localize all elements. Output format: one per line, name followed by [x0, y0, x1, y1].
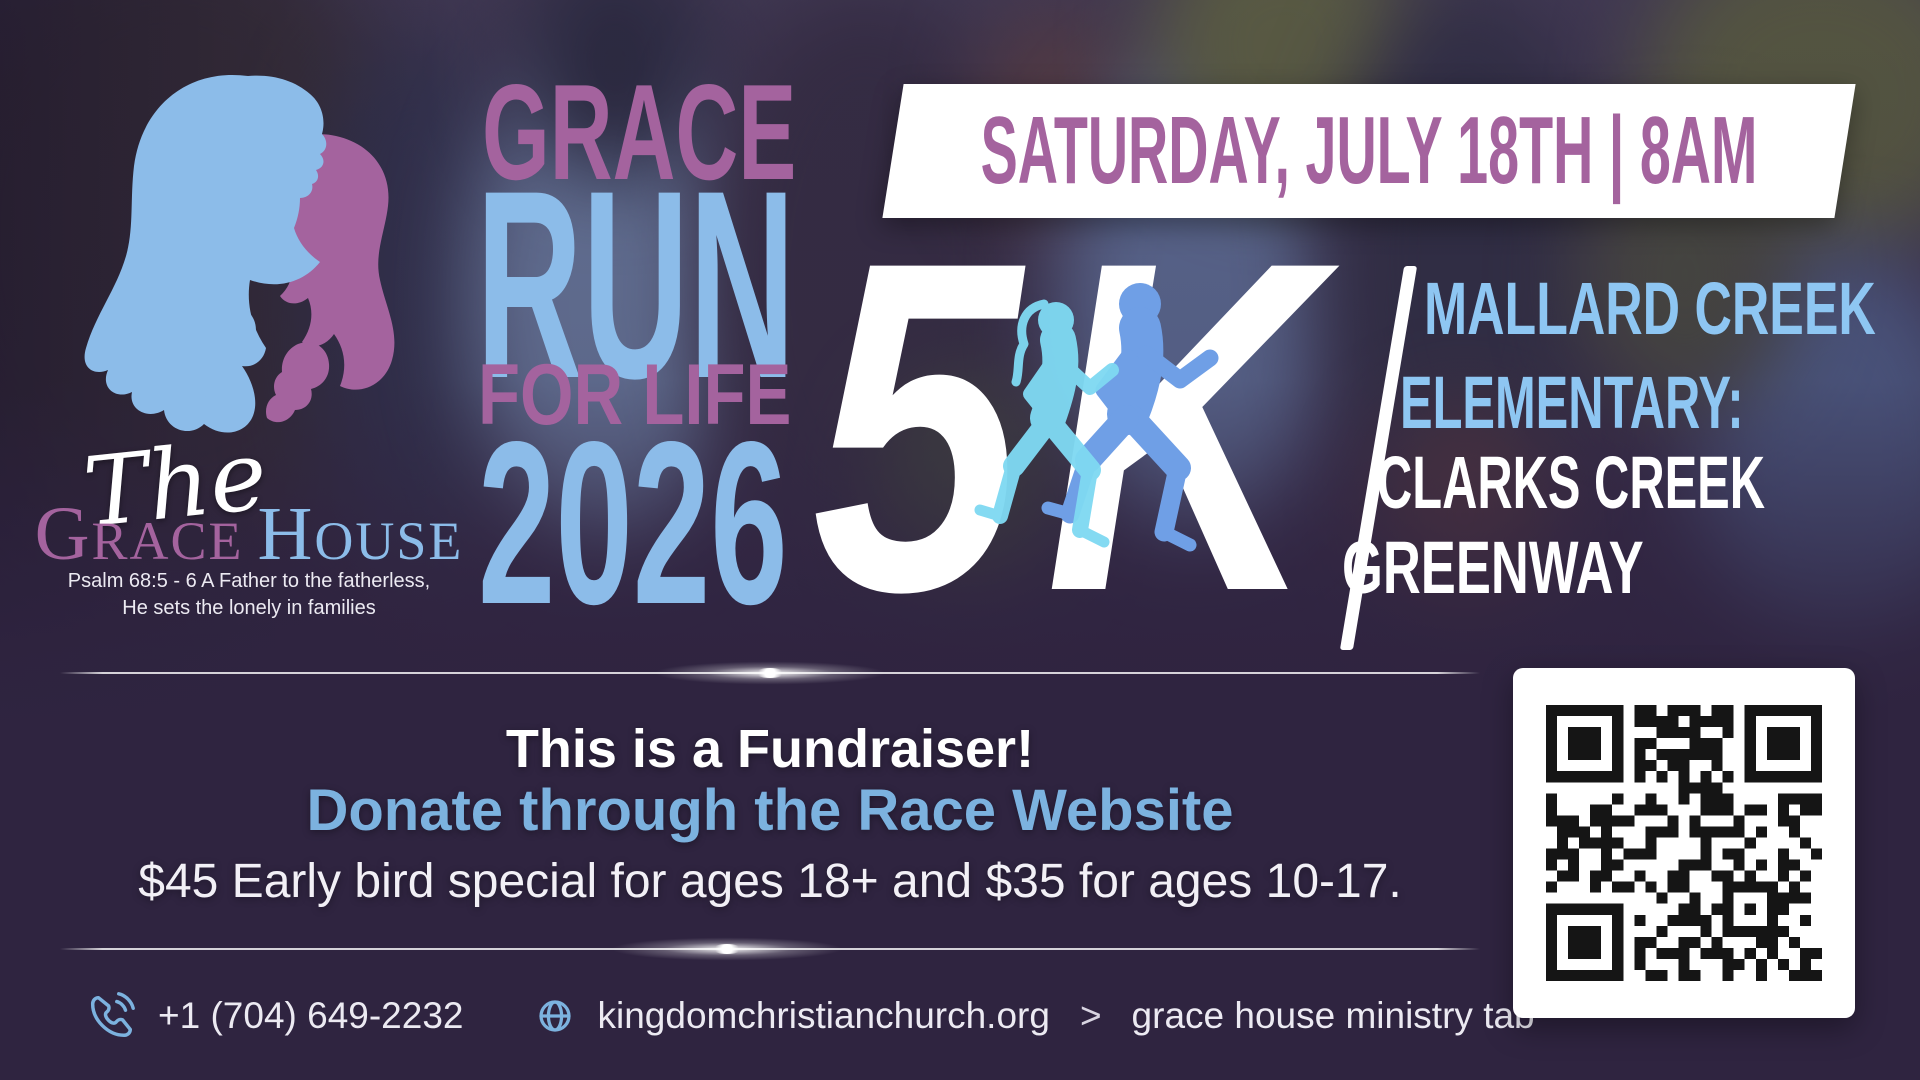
location-line-4: GREENWAY	[1342, 526, 1644, 609]
divider-line-bottom	[60, 933, 1480, 965]
qr-code-panel	[1513, 668, 1855, 1018]
location-line-3: CLARKS CREEK	[1377, 441, 1766, 524]
distance-k: K	[1045, 164, 1341, 689]
logo-mauve-child	[266, 342, 330, 423]
psalm-line-1: Psalm 68:5 - 6 A Father to the fatherles…	[67, 570, 431, 592]
date-banner: SATURDAY, JULY 18TH | 8AM	[893, 84, 1845, 218]
psalm-line-2: He sets the lonely in families	[122, 597, 376, 619]
mother-child-logo-icon	[84, 74, 395, 433]
fundraiser-headline: This is a Fundraiser!	[505, 719, 1035, 779]
race-distance: 5K	[812, 192, 1341, 662]
globe-icon	[538, 1000, 571, 1032]
phone-number: +1 (704) 649-2232	[158, 995, 464, 1036]
logo-child-bun	[188, 288, 210, 310]
fundraiser-pricing-line: $45 Early bird special for ages 18+ and …	[138, 855, 1402, 908]
logo-word-grace: GRACE	[34, 492, 244, 576]
title-for-life: FOR LIFE	[478, 347, 792, 443]
psalm-verse: Psalm 68:5 - 6 A Father to the fatherles…	[34, 568, 464, 622]
website-url: kingdomchristianchurch.org	[597, 995, 1050, 1036]
fundraiser-donate-line: Donate through the Race Website	[306, 778, 1234, 843]
lens-flare	[610, 657, 930, 689]
logo-word-house: HOUSE	[257, 492, 464, 576]
logo-blue-child	[178, 304, 256, 402]
qr-code	[1546, 705, 1822, 981]
logo-blue-mother	[84, 74, 327, 433]
location-line-2: ELEMENTARY:	[1400, 361, 1744, 444]
separator-chevron: >	[1079, 995, 1102, 1036]
phone-icon	[90, 992, 135, 1038]
title-grace: GRACE	[482, 56, 797, 208]
title-run: RUN	[476, 134, 796, 434]
lens-flare	[567, 933, 888, 965]
divider-line-top	[60, 657, 1480, 689]
runners-silhouette-icon	[974, 283, 1219, 552]
female-runner	[974, 299, 1119, 548]
date-banner-text: SATURDAY, JULY 18TH | 8AM	[980, 97, 1758, 204]
logo-name: GRACE HOUSE	[34, 496, 464, 572]
website-ministry-note: grace house ministry tab	[1131, 995, 1535, 1036]
location-line-1: MALLARD CREEK	[1424, 267, 1876, 350]
contact-row: +1 (704) 649-2232 kingdomchristianchurch…	[84, 986, 1535, 1046]
distance-5: 5	[812, 164, 1046, 689]
title-year: 2026	[478, 394, 788, 653]
male-runner	[1041, 283, 1219, 552]
